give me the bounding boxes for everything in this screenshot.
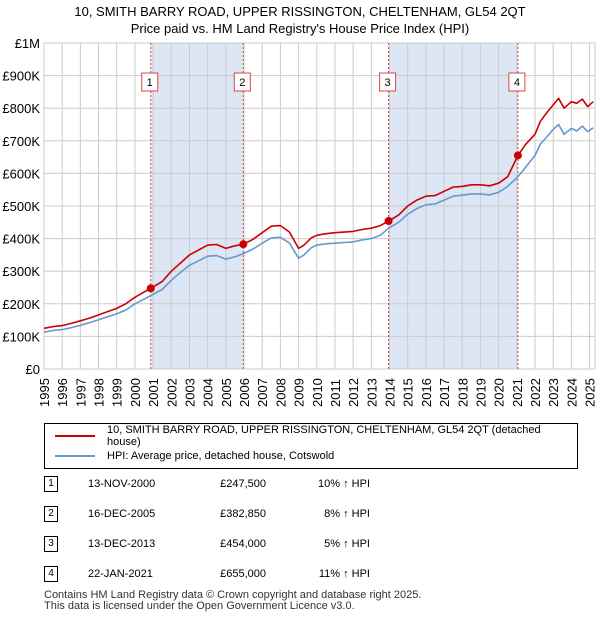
sale-date: 22-JAN-2021 [88,568,153,580]
footer-line-copyright: Contains HM Land Registry data © Crown c… [44,589,422,601]
price-chart: 10, SMITH BARRY ROAD, UPPER RISSINGTON, … [2,4,598,407]
x-tick-label: 2007 [255,378,270,407]
sale-marker-labels: 1 2 3 4 [141,72,526,92]
legend-label-property: 10, SMITH BARRY ROAD, UPPER RISSINGTON, … [106,424,541,448]
x-tick-label: 2008 [273,378,288,407]
sale-markers [146,151,522,293]
x-tick-label: 2023 [546,378,561,407]
sale-row: 4 22-JAN-2021 £655,000 11% ↑ HPI [40,565,580,585]
sale-price: £655,000 [220,568,266,580]
footer-line-licence: This data is licensed under the Open Gov… [44,600,355,612]
x-tick-label: 2015 [401,378,416,407]
sale-point [513,151,522,160]
series-lines [43,97,594,333]
x-tick-label: 2010 [310,378,325,407]
y-tick-label: £200K [2,297,40,312]
legend-label-hpi: HPI: Average price, detached house, Cots… [107,450,335,462]
sale-marker-number: 3 [385,77,391,89]
sale-marker-number: 4 [514,77,520,89]
y-tick-label: £600K [2,166,40,181]
y-tick-label: £900K [2,69,40,84]
y-tick-label: £800K [2,101,40,116]
sale-marker-number: 1 [147,77,153,89]
legend-swatch-property [55,435,95,437]
y-tick-label: £500K [2,199,40,214]
y-axis: £0 £100K £200K £300K £400K £500K £600K £700K £80… [2,36,40,377]
x-tick-label: 2009 [292,378,307,407]
footer: Contains HM Land Registry data © Crown c… [44,590,421,612]
x-axis: 1995 1996 1997 1998 1999 2000 2001 2002 2003 2004… [37,378,598,407]
x-tick-label: 2020 [492,378,507,407]
x-tick-label: 2006 [237,378,252,407]
y-tick-label: £400K [2,232,40,247]
x-tick-label: 2018 [455,378,470,407]
hpi-line [43,123,594,333]
x-tick-label: 2004 [201,378,216,407]
x-tick-label: 2005 [219,378,234,407]
x-tick-label: 2011 [328,379,343,407]
chart-title: 10, SMITH BARRY ROAD, UPPER RISSINGTON, … [74,4,525,19]
x-tick-label: 2001 [146,378,161,407]
legend: 10, SMITH BARRY ROAD, UPPER RISSINGTON, … [44,423,578,469]
sale-number: 4 [44,566,58,582]
sale-date: 13-DEC-2013 [88,538,156,550]
sale-row: 3 13-DEC-2013 £454,000 5% ↑ HPI [40,535,580,555]
x-tick-label: 2019 [473,378,488,407]
x-tick-label: 1999 [110,378,125,407]
x-tick-label: 1997 [73,378,88,407]
sale-price: £247,500 [220,478,266,490]
x-tick-label: 1998 [92,378,107,407]
sale-marker-box [141,72,159,92]
legend-item-property: 10, SMITH BARRY ROAD, UPPER RISSINGTON, … [55,424,577,448]
x-tick-label: 2025 [583,378,598,407]
x-tick-label: 2003 [182,378,197,407]
x-tick-label: 2002 [164,378,179,407]
x-tick-label: 2017 [437,378,452,407]
sale-row: 2 16-DEC-2005 £382,850 8% ↑ HPI [40,505,580,525]
sale-number: 2 [44,506,58,522]
x-tick-label: 2022 [528,378,543,407]
sale-marker-box [508,72,526,92]
x-tick-label: 2012 [346,378,361,407]
sale-number: 1 [44,476,58,492]
sale-marker-box [233,72,251,92]
sale-point [239,240,248,249]
x-tick-label: 2013 [364,378,379,407]
x-tick-label: 2014 [383,378,398,407]
x-tick-label: 2024 [564,378,579,407]
y-tick-label: £0 [26,362,40,377]
y-tick-label: £100K [2,329,40,344]
sale-hpi-change: 11% ↑ HPI [318,568,370,580]
x-tick-label: 1996 [55,378,70,407]
sale-marker-number: 2 [239,77,245,89]
sale-date: 16-DEC-2005 [88,508,156,520]
x-tick-label: 2016 [419,378,434,407]
sale-number: 3 [44,536,58,552]
x-tick-label: 2000 [128,378,143,407]
x-tick-label: 2021 [510,378,525,407]
legend-swatch-hpi [55,455,95,457]
sale-hpi-change: 10% ↑ HPI [318,478,370,490]
sale-point [146,284,155,293]
sale-row: 1 13-NOV-2000 £247,500 10% ↑ HPI [40,475,580,495]
sale-date: 13-NOV-2000 [88,478,156,490]
y-tick-label: £1M [15,36,40,51]
sale-marker-box [379,72,397,92]
sale-price: £454,000 [220,538,266,550]
x-tick-label: 1995 [37,378,52,407]
sale-price: £382,850 [220,508,266,520]
property-price-line [43,97,594,330]
y-tick-label: £700K [2,134,40,149]
sale-hpi-change: 5% ↑ HPI [324,538,370,550]
sale-point [384,216,393,225]
legend-item-hpi: HPI: Average price, detached house, Cots… [55,448,334,464]
y-tick-label: £300K [2,264,40,279]
chart-subtitle: Price paid vs. HM Land Registry's House … [131,21,469,36]
sale-hpi-change: 8% ↑ HPI [324,508,370,520]
